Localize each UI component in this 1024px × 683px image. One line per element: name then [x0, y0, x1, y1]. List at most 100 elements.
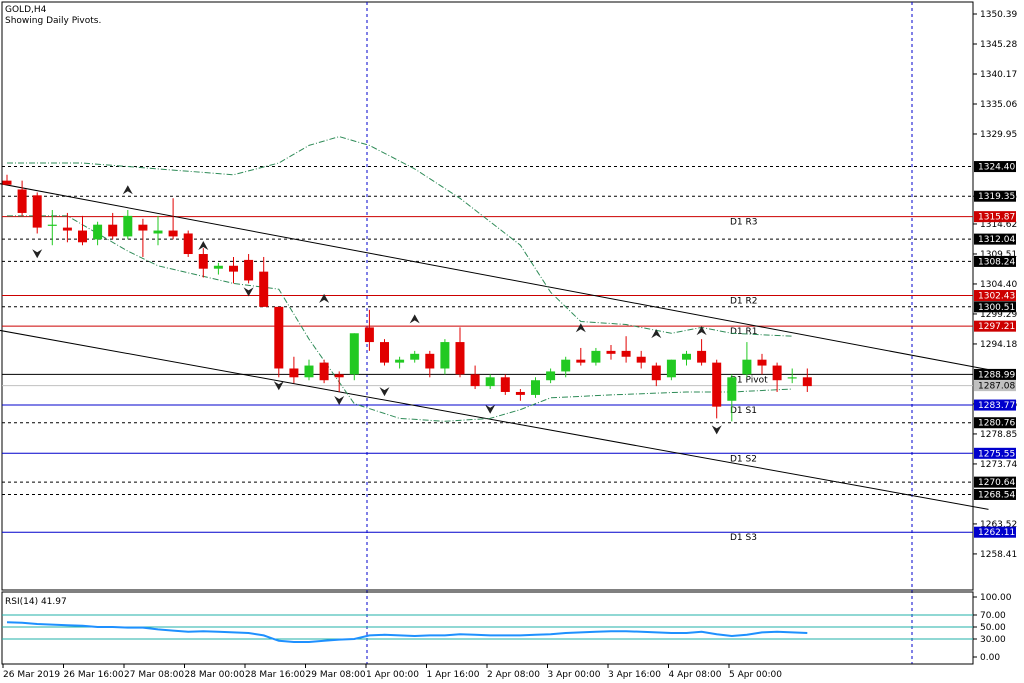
time-axis: 26 Mar 2019 26 Mar 16:00 27 Mar 08:00 28 Ma… — [2, 664, 782, 680]
time-tick-label: 29 Mar 08:00 — [306, 670, 366, 680]
candle-body — [32, 195, 42, 228]
candle — [576, 347, 586, 366]
candle-body — [123, 215, 133, 237]
price-tick-label: 1350.39 — [980, 10, 1017, 20]
price-tick-label: 1294.18 — [980, 340, 1017, 350]
candle — [198, 248, 208, 278]
envelope-lower-line — [7, 215, 793, 422]
candle-body — [153, 230, 163, 234]
level-price-box — [974, 301, 1016, 313]
time-tick-label: 26 Mar 16:00 — [64, 670, 124, 680]
candle — [304, 359, 314, 381]
level-price-box — [974, 190, 1016, 202]
candle-body — [546, 371, 556, 381]
candle-body — [364, 327, 374, 343]
symbol-title: GOLD,H4 — [5, 5, 47, 15]
price-tick-label: 1309.51 — [980, 250, 1017, 260]
candle-body — [168, 230, 178, 237]
candle-body — [561, 359, 571, 372]
candle — [319, 359, 329, 384]
candle — [244, 254, 254, 284]
pivot-label: D1 S2 — [730, 454, 757, 464]
candle-body — [259, 271, 269, 307]
candle-body — [440, 342, 450, 369]
candle-body — [395, 359, 405, 363]
candle — [515, 389, 525, 401]
candle — [259, 256, 269, 307]
candle — [183, 230, 193, 257]
candle — [666, 359, 676, 381]
candle — [364, 309, 374, 351]
candle — [712, 359, 722, 419]
fractal-down-icon — [32, 249, 43, 259]
candle-body — [244, 259, 254, 281]
pivot-price-box — [974, 526, 1016, 538]
candle — [651, 362, 661, 387]
fractal-down-icon — [273, 381, 284, 391]
candle — [410, 350, 420, 363]
time-tick-label: 4 Apr 08:00 — [669, 670, 722, 680]
candle-body — [636, 356, 646, 363]
candle-body — [47, 224, 57, 226]
candle — [591, 347, 601, 366]
level-price-box — [974, 417, 1016, 429]
rsi-line — [6, 621, 808, 643]
candle-body — [93, 224, 103, 240]
fractal-up-icon — [122, 185, 133, 195]
candle — [395, 356, 405, 369]
candle-body — [425, 353, 435, 369]
level-price-label: 1324.40 — [978, 163, 1015, 173]
candle — [561, 356, 571, 378]
candle — [455, 327, 465, 378]
candle — [213, 262, 223, 275]
fractal-down-icon — [711, 425, 722, 435]
candle-body — [787, 377, 797, 379]
envelope-upper-line — [7, 136, 793, 337]
candle-body — [727, 377, 737, 401]
candle — [153, 215, 163, 246]
price-tick-label: 1340.17 — [980, 70, 1017, 80]
candle-body — [606, 350, 616, 354]
pivot-label: D1 S1 — [730, 406, 757, 416]
pivot-price-box — [974, 290, 1016, 302]
candle-body — [591, 350, 601, 363]
candle — [62, 212, 72, 243]
candle-body — [274, 306, 284, 369]
price-tick-label: 1304.40 — [980, 280, 1017, 290]
pivot-price-label: 1297.21 — [978, 322, 1015, 332]
candle-body — [742, 359, 752, 375]
candle — [470, 365, 480, 390]
pivot-price-box — [974, 211, 1016, 223]
candle-body — [772, 365, 782, 381]
candle — [108, 212, 118, 240]
candle-body — [108, 224, 118, 237]
fractal-down-icon — [334, 395, 345, 405]
candle-body — [78, 230, 87, 243]
level-price-box — [974, 255, 1016, 267]
price-tick-label: 1273.74 — [980, 460, 1017, 470]
fractal-down-icon — [243, 287, 254, 297]
candle — [32, 192, 42, 234]
price-tick-label: 1314.62 — [980, 220, 1017, 230]
fractal-up-icon — [696, 326, 707, 336]
candle-body — [697, 350, 707, 363]
candle — [349, 333, 359, 381]
candle — [697, 339, 707, 366]
candle-body — [138, 224, 148, 231]
candle — [440, 339, 450, 375]
current-price-box — [974, 380, 1016, 392]
channel-upper-line — [0, 183, 989, 371]
main-price-pane: 1350.39 1345.28 1340.17 1335.06 1329.95 1319.… — [0, 1, 1017, 664]
candle — [727, 374, 737, 422]
candle — [123, 209, 133, 240]
pivot-price-label: 1262.11 — [978, 528, 1015, 538]
time-tick-label: 3 Apr 16:00 — [608, 670, 661, 680]
price-tick-label: 1278.85 — [980, 430, 1017, 440]
candle-body — [229, 265, 238, 272]
time-tick-label: 28 Mar 16:00 — [245, 670, 305, 680]
time-tick-label: 1 Apr 16:00 — [427, 670, 480, 680]
candle — [289, 356, 299, 384]
time-tick-label: 1 Apr 00:00 — [366, 670, 419, 680]
candle-body — [334, 374, 344, 378]
candle-body — [2, 180, 12, 185]
